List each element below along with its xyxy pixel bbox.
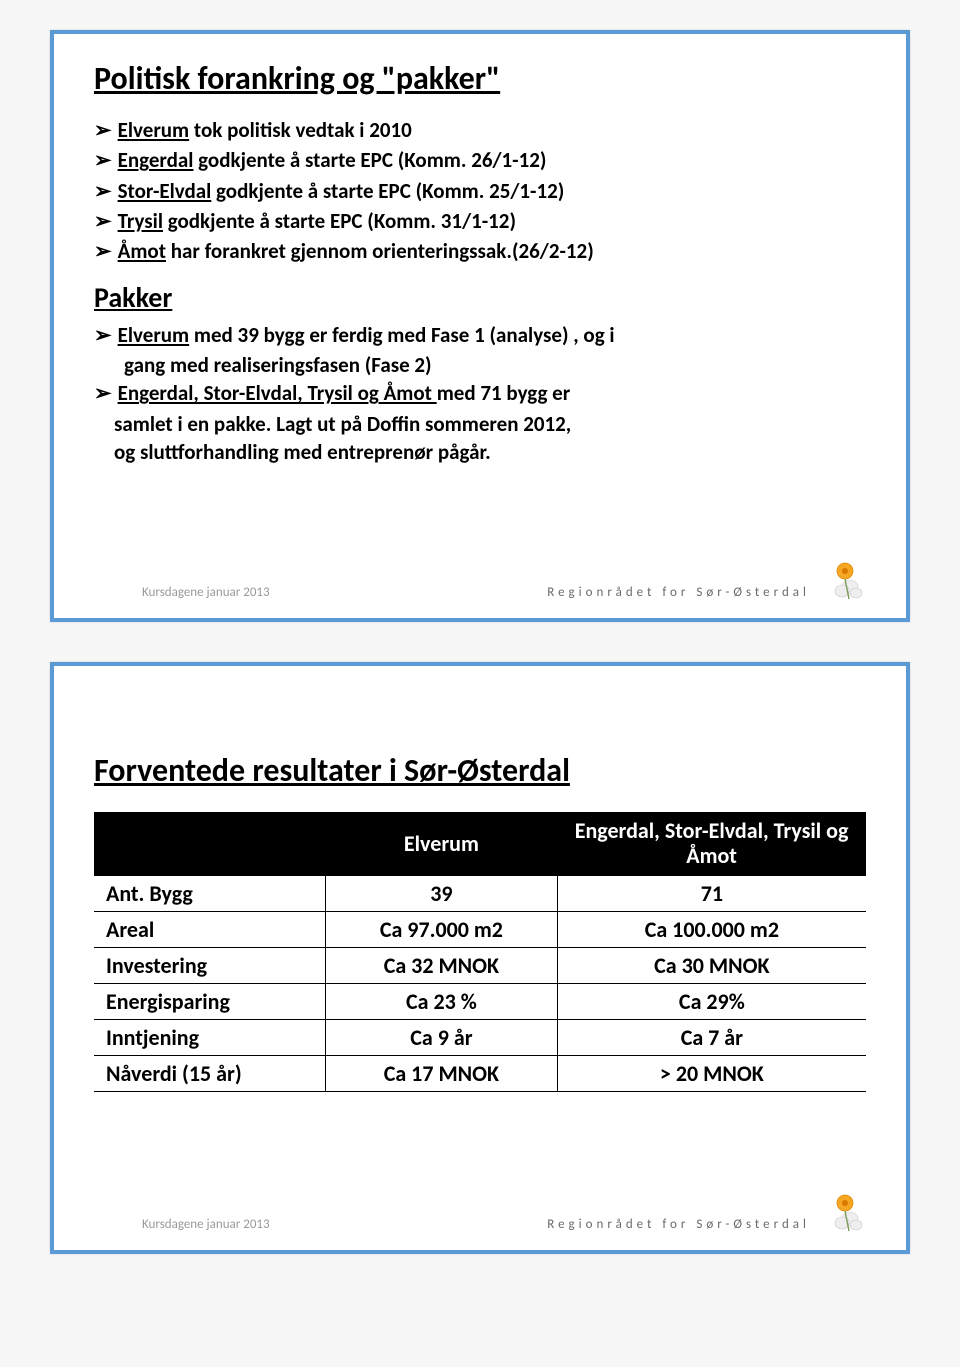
- bullet-text: Trysil godkjente å starte EPC (Komm. 31/…: [118, 207, 866, 235]
- row-label: Inntjening: [94, 1019, 326, 1055]
- bullet-continuation: samlet i en pakke. Lagt ut på Doffin som…: [94, 410, 866, 438]
- bullet-item: ➢ Elverum med 39 bygg er ferdig med Fase…: [94, 321, 866, 349]
- cell: Ca 7 år: [557, 1019, 866, 1055]
- bullet-arrow-icon: ➢: [94, 321, 112, 349]
- cell: Ca 29%: [557, 983, 866, 1019]
- cell: Ca 32 MNOK: [326, 947, 558, 983]
- row-label: Areal: [94, 911, 326, 947]
- cell: Ca 9 år: [326, 1019, 558, 1055]
- bullet-item: ➢ Trysil godkjente å starte EPC (Komm. 3…: [94, 207, 866, 235]
- bullet-text: Elverum med 39 bygg er ferdig med Fase 1…: [118, 321, 866, 349]
- flower-icon: [822, 559, 868, 606]
- bullet-arrow-icon: ➢: [94, 177, 112, 205]
- table-row: Nåverdi (15 år) Ca 17 MNOK > 20 MNOK: [94, 1055, 866, 1091]
- bullet-text: Stor-Elvdal godkjente å starte EPC (Komm…: [118, 177, 866, 205]
- results-table: Elverum Engerdal, Stor-Elvdal, Trysil og…: [94, 812, 866, 1092]
- cell: Ca 97.000 m2: [326, 911, 558, 947]
- table-row: Ant. Bygg 39 71: [94, 875, 866, 911]
- bullet-arrow-icon: ➢: [94, 116, 112, 144]
- flower-icon: [822, 1191, 868, 1238]
- footer-date: Kursdagene januar 2013: [142, 1217, 270, 1232]
- bullet-arrow-icon: ➢: [94, 237, 112, 265]
- slide1-title: Politisk forankring og "pakker": [94, 59, 866, 98]
- footer-brand: Regionrådet for Sør-Østerdal: [547, 1217, 810, 1232]
- table-body: Ant. Bygg 39 71 Areal Ca 97.000 m2 Ca 10…: [94, 875, 866, 1091]
- bullet-continuation: og sluttforhandling med entreprenør pågå…: [94, 438, 866, 466]
- bullet-text: Åmot har forankret gjennom orienteringss…: [118, 237, 866, 265]
- slide-2: Forventede resultater i Sør-Østerdal Elv…: [50, 662, 910, 1254]
- bullet-item: ➢ Elverum tok politisk vedtak i 2010: [94, 116, 866, 144]
- table-row: Energisparing Ca 23 % Ca 29%: [94, 983, 866, 1019]
- bullet-arrow-icon: ➢: [94, 146, 112, 174]
- bullet-arrow-icon: ➢: [94, 207, 112, 235]
- table-header-row: Elverum Engerdal, Stor-Elvdal, Trysil og…: [94, 812, 866, 875]
- cell: > 20 MNOK: [557, 1055, 866, 1091]
- cell: 39: [326, 875, 558, 911]
- row-label: Investering: [94, 947, 326, 983]
- table-header: [94, 812, 326, 875]
- bullet-arrow-icon: ➢: [94, 379, 112, 407]
- slide2-title: Forventede resultater i Sør-Østerdal: [94, 751, 866, 790]
- table-header: Elverum: [326, 812, 558, 875]
- bullet-item: ➢ Stor-Elvdal godkjente å starte EPC (Ko…: [94, 177, 866, 205]
- pakker-heading: Pakker: [94, 280, 866, 315]
- table-row: Inntjening Ca 9 år Ca 7 år: [94, 1019, 866, 1055]
- slide-footer: Kursdagene januar 2013 Regionrådet for S…: [54, 1217, 906, 1232]
- table-row: Investering Ca 32 MNOK Ca 30 MNOK: [94, 947, 866, 983]
- bullet-text: Elverum tok politisk vedtak i 2010: [118, 116, 866, 144]
- slide-1: Politisk forankring og "pakker" ➢ Elveru…: [50, 30, 910, 622]
- pakker-bullets: ➢ Elverum med 39 bygg er ferdig med Fase…: [94, 321, 866, 467]
- slide1-bullets: ➢ Elverum tok politisk vedtak i 2010 ➢ E…: [94, 116, 866, 266]
- table-row: Areal Ca 97.000 m2 Ca 100.000 m2: [94, 911, 866, 947]
- table-header: Engerdal, Stor-Elvdal, Trysil og Åmot: [557, 812, 866, 875]
- slide-footer: Kursdagene januar 2013 Regionrådet for S…: [54, 585, 906, 600]
- row-label: Ant. Bygg: [94, 875, 326, 911]
- bullet-text: Engerdal godkjente å starte EPC (Komm. 2…: [118, 146, 866, 174]
- cell: Ca 30 MNOK: [557, 947, 866, 983]
- bullet-item: ➢ Åmot har forankret gjennom orientering…: [94, 237, 866, 265]
- footer-brand: Regionrådet for Sør-Østerdal: [547, 585, 810, 600]
- cell: 71: [557, 875, 866, 911]
- row-label: Nåverdi (15 år): [94, 1055, 326, 1091]
- bullet-item: ➢ Engerdal godkjente å starte EPC (Komm.…: [94, 146, 866, 174]
- row-label: Energisparing: [94, 983, 326, 1019]
- cell: Ca 100.000 m2: [557, 911, 866, 947]
- cell: Ca 17 MNOK: [326, 1055, 558, 1091]
- bullet-item: ➢ Engerdal, Stor-Elvdal, Trysil og Åmot …: [94, 379, 866, 407]
- footer-date: Kursdagene januar 2013: [142, 585, 270, 600]
- bullet-text: Engerdal, Stor-Elvdal, Trysil og Åmot me…: [118, 379, 866, 407]
- cell: Ca 23 %: [326, 983, 558, 1019]
- bullet-continuation: gang med realiseringsfasen (Fase 2): [94, 351, 866, 379]
